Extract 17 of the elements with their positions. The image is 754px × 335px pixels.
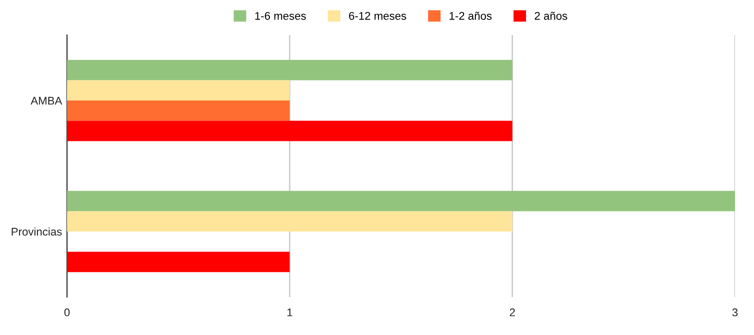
bar	[67, 80, 290, 100]
x-tick-label: 1	[287, 308, 292, 316]
bar	[67, 60, 512, 80]
legend-label: 6-12 meses	[349, 12, 406, 20]
x-tick-label: 3	[732, 308, 738, 316]
bar	[67, 120, 512, 142]
bar	[67, 252, 290, 272]
bar	[67, 211, 512, 232]
x-tick-label: 0	[64, 308, 70, 316]
legend-label: 2 años	[534, 12, 568, 20]
y-tick-label: Provincias	[12, 227, 62, 236]
legend-label: 1-6 meses	[255, 12, 306, 20]
bar	[67, 100, 290, 121]
legend-label: 1-2 años	[450, 12, 492, 20]
x-tick-label: 2	[510, 308, 515, 316]
bar	[67, 190, 735, 212]
y-tick-label: AMBA	[30, 96, 62, 105]
